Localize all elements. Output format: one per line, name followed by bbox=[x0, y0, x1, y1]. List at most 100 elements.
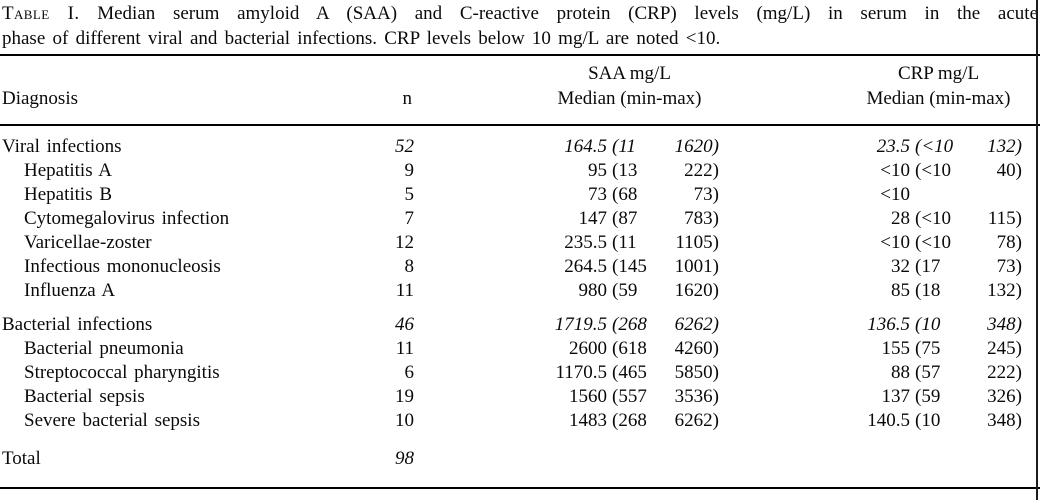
saa-median bbox=[540, 447, 607, 471]
diagnosis-cell: Severe bacterial sepsis bbox=[0, 409, 340, 433]
saa-cell: 1483 (268 6262) bbox=[540, 409, 719, 433]
saa-cell: 1719.5 (268 6262) bbox=[540, 313, 719, 337]
diagnosis-cell: Varicellae-zoster bbox=[0, 231, 340, 255]
crp-median bbox=[855, 447, 910, 471]
n-cell: 5 bbox=[404, 184, 415, 205]
table-row: Bacterial sepsis 19 1560 (557 3536) 137 (59 326… bbox=[0, 385, 1040, 409]
header-crp: CRP mg/L Median (min-max) bbox=[855, 61, 1022, 111]
crp-cell: 88 (57 222) bbox=[855, 361, 1022, 385]
saa-max: 1105) bbox=[675, 232, 719, 253]
saa-min: (145 bbox=[612, 256, 647, 277]
saa-cell bbox=[540, 447, 719, 471]
n-cell: 11 bbox=[395, 280, 414, 301]
crp-max: 326) bbox=[987, 386, 1022, 407]
saa-median: 147 bbox=[578, 208, 608, 229]
header-n: n bbox=[402, 88, 413, 109]
saa-min: (59 bbox=[612, 280, 638, 301]
saa-max: 6262) bbox=[674, 410, 719, 431]
table-row: Infectious mononucleosis 8 264.5 (145 1001) 3… bbox=[0, 255, 1040, 279]
saa-max: 1620) bbox=[674, 136, 719, 157]
crp-max: 115) bbox=[987, 208, 1022, 229]
diagnosis-label: Hepatitis A bbox=[24, 160, 113, 181]
n-cell: 8 bbox=[404, 256, 415, 277]
saa-median: 164.5 bbox=[564, 136, 607, 157]
saa-max: 1001) bbox=[674, 256, 719, 277]
table-row: Streptococcal pharyngitis 6 1170.5 (465 5850… bbox=[0, 361, 1040, 385]
table-row: Hepatitis B 5 73 (68 73) <10 bbox=[0, 183, 1040, 207]
header-saa-title: SAA mg/L bbox=[588, 63, 671, 84]
table-row: Bacterial pneumonia 11 2600 (618 4260) 155 (75… bbox=[0, 337, 1040, 361]
crp-min: (75 bbox=[915, 338, 941, 359]
saa-cell: 1170.5 (465 5850) bbox=[540, 361, 719, 385]
crp-max: 78) bbox=[996, 232, 1022, 253]
saa-median: 235.5 bbox=[564, 232, 607, 253]
n-cell: 98 bbox=[395, 448, 414, 469]
diagnosis-label: Viral infections bbox=[2, 136, 122, 157]
saa-min: (618 bbox=[612, 338, 647, 359]
saa-min: (11 bbox=[612, 232, 637, 253]
caption-text-line-2: phase of different viral and bacterial i… bbox=[2, 28, 721, 49]
crp-median: 28 bbox=[891, 208, 910, 229]
saa-cell: 164.5 (11 1620) bbox=[540, 135, 719, 159]
table-body: Viral infections 52 164.5 (11 1620) 23.5 (<10 1… bbox=[0, 126, 1040, 489]
crp-median: <10 bbox=[880, 160, 910, 181]
crp-cell: 23.5 (<10 132) bbox=[855, 135, 1022, 159]
diagnosis-cell: Bacterial sepsis bbox=[0, 385, 340, 409]
diagnosis-cell: Viral infections bbox=[0, 135, 340, 159]
crp-max: 132) bbox=[987, 280, 1022, 301]
header-saa: SAA mg/L Median (min-max) bbox=[540, 61, 719, 111]
header-diagnosis: Diagnosis bbox=[2, 88, 78, 109]
crp-min bbox=[915, 183, 965, 207]
saa-max bbox=[662, 447, 719, 471]
diagnosis-label: Bacterial infections bbox=[2, 314, 153, 335]
n-cell: 19 bbox=[395, 386, 414, 407]
saa-max: 1620) bbox=[674, 280, 719, 301]
saa-max: 5850) bbox=[674, 362, 719, 383]
table-row: Severe bacterial sepsis 10 1483 (268 6262) 14… bbox=[0, 409, 1040, 433]
crp-min: (<10 bbox=[915, 232, 952, 253]
crp-max: 245) bbox=[987, 338, 1022, 359]
diagnosis-cell: Total bbox=[0, 447, 340, 471]
saa-max: 73) bbox=[693, 184, 719, 205]
crp-max: 222) bbox=[987, 362, 1022, 383]
crp-min: (18 bbox=[915, 280, 941, 301]
diagnosis-cell: Bacterial infections bbox=[0, 313, 340, 337]
n-cell: 9 bbox=[404, 160, 415, 181]
crp-cell: <10 (<10 40) bbox=[855, 159, 1022, 183]
diagnosis-label: Bacterial pneumonia bbox=[24, 338, 184, 359]
diagnosis-cell: Streptococcal pharyngitis bbox=[0, 361, 340, 385]
diagnosis-label: Streptococcal pharyngitis bbox=[24, 362, 220, 383]
diagnosis-cell: Bacterial pneumonia bbox=[0, 337, 340, 361]
caption-text-line-1: Median serum amyloid A (SAA) and C-react… bbox=[97, 3, 1039, 24]
saa-cell: 980 (59 1620) bbox=[540, 279, 720, 303]
saa-median: 95 bbox=[588, 160, 607, 181]
diagnosis-cell: Infectious mononucleosis bbox=[0, 255, 340, 279]
saa-min: (465 bbox=[612, 362, 647, 383]
n-cell: 10 bbox=[395, 410, 414, 431]
header-crp-title: CRP mg/L bbox=[897, 63, 980, 84]
saa-cell: 2600 (618 4260) bbox=[540, 337, 719, 361]
crp-cell: <10 bbox=[855, 183, 1022, 207]
crp-median: <10 bbox=[880, 232, 910, 253]
diagnosis-label: Cytomegalovirus infection bbox=[24, 208, 230, 229]
saa-cell: 73 (68 73) bbox=[540, 183, 719, 207]
saa-min: (557 bbox=[612, 386, 647, 407]
saa-max: 222) bbox=[684, 160, 719, 181]
crp-cell bbox=[855, 447, 1022, 471]
crp-max bbox=[965, 183, 1022, 207]
diagnosis-label: Varicellae-zoster bbox=[24, 232, 152, 253]
caption-line-1: Table I. Median serum amyloid A (SAA) an… bbox=[2, 1, 1038, 26]
table-row: Total 98 bbox=[0, 447, 1040, 471]
diagnosis-cell: Hepatitis A bbox=[0, 159, 340, 183]
crp-cell: 137 (59 326) bbox=[855, 385, 1023, 409]
diagnosis-label: Infectious mononucleosis bbox=[24, 256, 221, 277]
saa-median: 2600 bbox=[569, 338, 607, 359]
saa-min: (13 bbox=[612, 160, 638, 181]
crp-cell: 85 (18 132) bbox=[855, 279, 1022, 303]
crp-median: 32 bbox=[891, 256, 910, 277]
crp-cell: 140.5 (10 348) bbox=[855, 409, 1022, 433]
saa-max: 6262) bbox=[674, 314, 719, 335]
crp-min: (57 bbox=[915, 362, 941, 383]
crp-cell: 155 (75 245) bbox=[855, 337, 1023, 361]
crp-median: 140.5 bbox=[867, 410, 910, 431]
